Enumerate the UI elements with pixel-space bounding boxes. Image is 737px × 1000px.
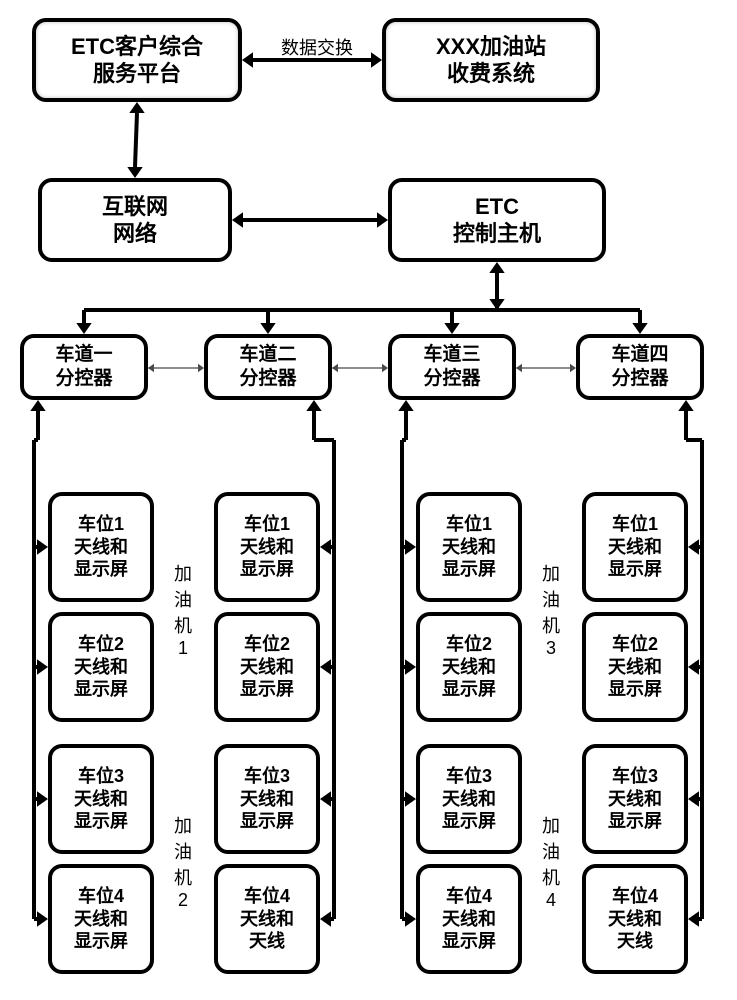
node-label: 车位3 天线和 显示屏 bbox=[442, 765, 496, 833]
node-label: 车位2 天线和 显示屏 bbox=[442, 633, 496, 701]
label-exchange: 数据交换 bbox=[272, 34, 362, 60]
node-g3_s4: 车位4 天线和 显示屏 bbox=[416, 864, 522, 974]
label-pump1: 加 油 机 1 bbox=[160, 560, 206, 659]
node-lane1: 车道一 分控器 bbox=[20, 334, 148, 400]
node-g1_s4: 车位4 天线和 显示屏 bbox=[48, 864, 154, 974]
label-pump2: 加 油 机 2 bbox=[160, 812, 206, 911]
node-g2_s2: 车位2 天线和 显示屏 bbox=[214, 612, 320, 722]
node-lane2: 车道二 分控器 bbox=[204, 334, 332, 400]
node-label: ETC客户综合 服务平台 bbox=[71, 33, 203, 88]
node-label: 互联网 网络 bbox=[102, 193, 168, 248]
node-lane4: 车道四 分控器 bbox=[576, 334, 704, 400]
node-g4_s2: 车位2 天线和 显示屏 bbox=[582, 612, 688, 722]
node-label: 车道二 分控器 bbox=[239, 343, 296, 391]
node-top_right: XXX加油站 收费系统 bbox=[382, 18, 600, 102]
node-lane3: 车道三 分控器 bbox=[388, 334, 516, 400]
node-g4_s4: 车位4 天线和 天线 bbox=[582, 864, 688, 974]
node-g1_s1: 车位1 天线和 显示屏 bbox=[48, 492, 154, 602]
node-g2_s3: 车位3 天线和 显示屏 bbox=[214, 744, 320, 854]
node-mid_right: ETC 控制主机 bbox=[388, 178, 606, 262]
node-label: 车道四 分控器 bbox=[611, 343, 668, 391]
node-label: 车位1 天线和 显示屏 bbox=[74, 513, 128, 581]
label-pump3: 加 油 机 3 bbox=[528, 560, 574, 659]
diagram-canvas: ETC客户综合 服务平台 XXX加油站 收费系统互联网 网络 ETC 控制主机车道一… bbox=[0, 0, 737, 1000]
node-label: 车位4 天线和 显示屏 bbox=[442, 885, 496, 953]
node-g1_s3: 车位3 天线和 显示屏 bbox=[48, 744, 154, 854]
node-g4_s1: 车位1 天线和 显示屏 bbox=[582, 492, 688, 602]
node-label: 车位3 天线和 显示屏 bbox=[74, 765, 128, 833]
label-pump4: 加 油 机 4 bbox=[528, 812, 574, 911]
node-label: 车位4 天线和 天线 bbox=[608, 885, 662, 953]
node-g3_s1: 车位1 天线和 显示屏 bbox=[416, 492, 522, 602]
node-label: 车道三 分控器 bbox=[423, 343, 480, 391]
node-label: 车位1 天线和 显示屏 bbox=[240, 513, 294, 581]
node-label: 车位3 天线和 显示屏 bbox=[240, 765, 294, 833]
node-g3_s3: 车位3 天线和 显示屏 bbox=[416, 744, 522, 854]
node-g2_s1: 车位1 天线和 显示屏 bbox=[214, 492, 320, 602]
node-label: 车位1 天线和 显示屏 bbox=[608, 513, 662, 581]
node-label: 车位4 天线和 天线 bbox=[240, 885, 294, 953]
node-label: 车位2 天线和 显示屏 bbox=[608, 633, 662, 701]
node-g3_s2: 车位2 天线和 显示屏 bbox=[416, 612, 522, 722]
node-label: 车道一 分控器 bbox=[55, 343, 112, 391]
node-label: 车位3 天线和 显示屏 bbox=[608, 765, 662, 833]
node-label: XXX加油站 收费系统 bbox=[436, 33, 546, 88]
node-top_left: ETC客户综合 服务平台 bbox=[32, 18, 242, 102]
node-label: 车位2 天线和 显示屏 bbox=[240, 633, 294, 701]
node-g2_s4: 车位4 天线和 天线 bbox=[214, 864, 320, 974]
node-g1_s2: 车位2 天线和 显示屏 bbox=[48, 612, 154, 722]
node-label: ETC 控制主机 bbox=[453, 193, 541, 248]
node-label: 车位2 天线和 显示屏 bbox=[74, 633, 128, 701]
node-mid_left: 互联网 网络 bbox=[38, 178, 232, 262]
node-label: 车位1 天线和 显示屏 bbox=[442, 513, 496, 581]
node-g4_s3: 车位3 天线和 显示屏 bbox=[582, 744, 688, 854]
node-label: 车位4 天线和 显示屏 bbox=[74, 885, 128, 953]
